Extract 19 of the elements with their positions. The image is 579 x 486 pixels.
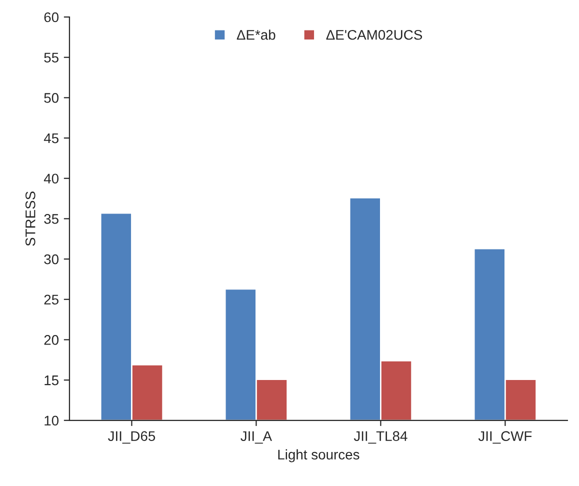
legend-label: ΔE*ab (236, 30, 276, 40)
legend-label: ΔE'CAM02UCS (326, 30, 422, 40)
y-tick-label: 20 (44, 335, 59, 345)
y-tick-label: 40 (44, 174, 59, 184)
y-tick-label: 35 (44, 214, 58, 224)
x-tick-label: JII_A (240, 431, 272, 444)
y-axis-title: STRESS (25, 192, 36, 246)
y-tick-label: 25 (44, 294, 58, 305)
x-tick-label: JII_TL84 (354, 431, 408, 444)
y-tick-label: 50 (44, 93, 59, 103)
y-tick-label: 45 (44, 134, 58, 144)
x-axis-title: Light sources (278, 449, 360, 462)
y-tick-label: 10 (44, 416, 59, 426)
y-tick-label: 30 (44, 254, 59, 264)
y-tick-label: 15 (44, 376, 58, 386)
y-tick-label: 55 (44, 52, 58, 63)
x-tick-label: JII_CWF (478, 431, 532, 444)
x-tick-label: JII_D65 (108, 431, 156, 444)
y-tick-label: 60 (44, 12, 59, 22)
